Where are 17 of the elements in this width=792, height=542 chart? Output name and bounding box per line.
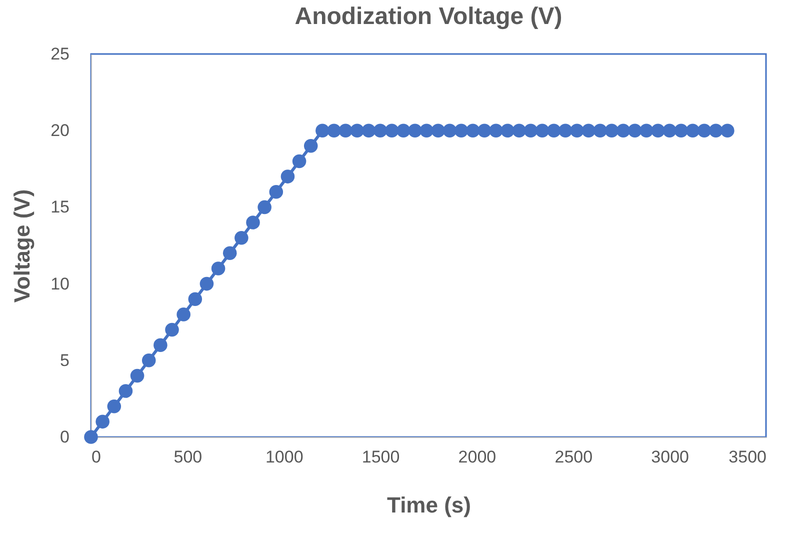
- y-tick-label: 20: [50, 121, 70, 140]
- y-tick-label: 0: [60, 428, 70, 446]
- x-tick-label: 2000: [458, 448, 496, 466]
- x-tick-label: 500: [174, 448, 202, 466]
- x-tick-label: 1000: [265, 448, 304, 466]
- y-axis-title: Voltage (V): [10, 189, 35, 303]
- chart-title: Anodization Voltage (V): [294, 3, 562, 30]
- x-tick-label: 3000: [651, 448, 689, 466]
- x-tick-label: 3500: [728, 448, 766, 466]
- y-tick-label: 10: [50, 274, 70, 294]
- y-tick-label: 25: [50, 44, 70, 64]
- y-tick-label: 5: [60, 350, 70, 370]
- x-tick-label: 2500: [554, 448, 593, 466]
- x-axis-title: Time (s): [387, 492, 471, 518]
- y-tick-label: 15: [50, 198, 70, 217]
- x-tick-label: 1500: [362, 448, 400, 466]
- x-tick-label: 0: [92, 448, 101, 466]
